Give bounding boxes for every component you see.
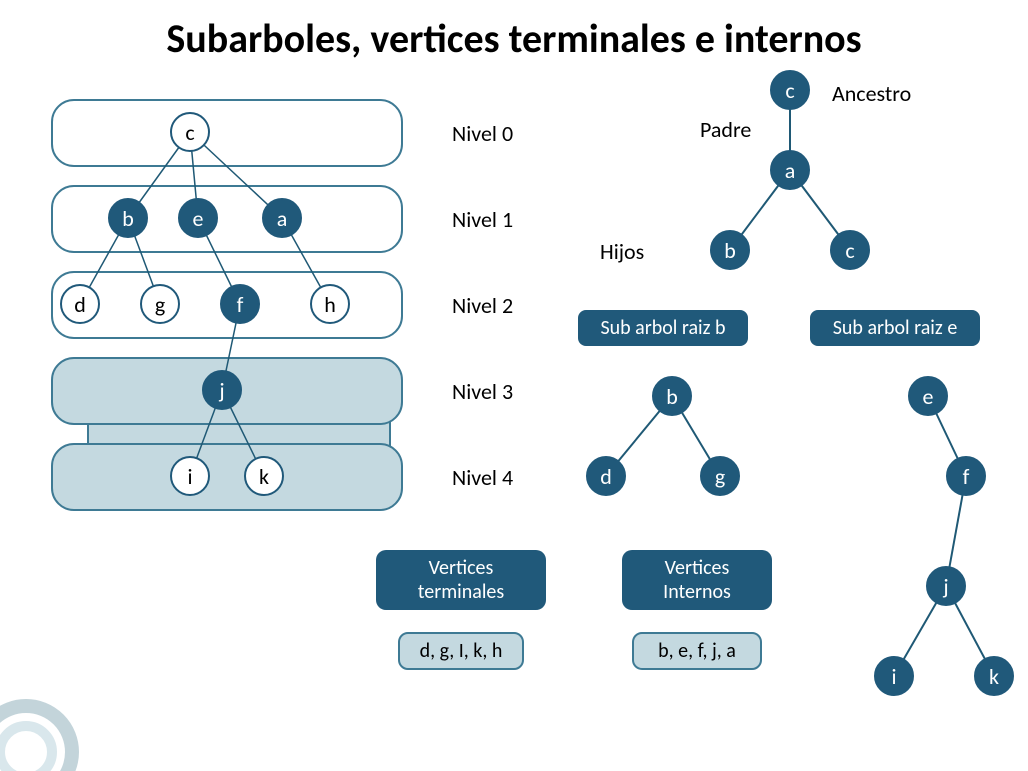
- node-k: k: [244, 456, 284, 496]
- node-h: h: [310, 284, 350, 324]
- node-j: j: [202, 370, 242, 410]
- level-label-3: Nivel 3: [452, 378, 513, 405]
- node-sd: d: [586, 456, 626, 496]
- node-c: c: [170, 112, 210, 152]
- node-sj: j: [926, 566, 966, 606]
- page-title: Subarboles, vertices terminales e intern…: [0, 14, 1028, 63]
- ancestor-label-0: Padre: [700, 116, 751, 143]
- node-sk: k: [974, 656, 1014, 696]
- node-i: i: [170, 456, 210, 496]
- node-sf: f: [946, 456, 986, 496]
- node-aa: a: [770, 150, 810, 190]
- bottom-box-3: b, e, f, j, a: [632, 632, 762, 670]
- level-label-2: Nivel 2: [452, 292, 513, 319]
- level-label-1: Nivel 1: [452, 206, 513, 233]
- node-d: d: [60, 284, 100, 324]
- node-sb: b: [652, 376, 692, 416]
- node-e: e: [178, 198, 218, 238]
- node-ab: b: [710, 230, 750, 270]
- ancestor-label-1: Ancestro: [832, 80, 911, 107]
- node-ac: c: [770, 70, 810, 110]
- node-sg: g: [700, 456, 740, 496]
- subtree-label-1: Sub arbol raiz e: [810, 310, 980, 346]
- bottom-box-2: Vertices Internos: [622, 550, 772, 610]
- bottom-box-1: d, g, I, k, h: [398, 632, 524, 670]
- ancestor-label-2: Hijos: [600, 238, 644, 265]
- level-label-0: Nivel 0: [452, 120, 513, 147]
- node-a: a: [262, 198, 302, 238]
- node-f: f: [220, 284, 260, 324]
- bottom-box-0: Vertices terminales: [376, 550, 546, 610]
- node-b: b: [108, 198, 148, 238]
- node-g: g: [140, 284, 180, 324]
- level-label-4: Nivel 4: [452, 464, 513, 491]
- node-se: e: [908, 376, 948, 416]
- node-si: i: [874, 656, 914, 696]
- subtree-label-0: Sub arbol raiz b: [578, 310, 748, 346]
- node-acc: c: [830, 230, 870, 270]
